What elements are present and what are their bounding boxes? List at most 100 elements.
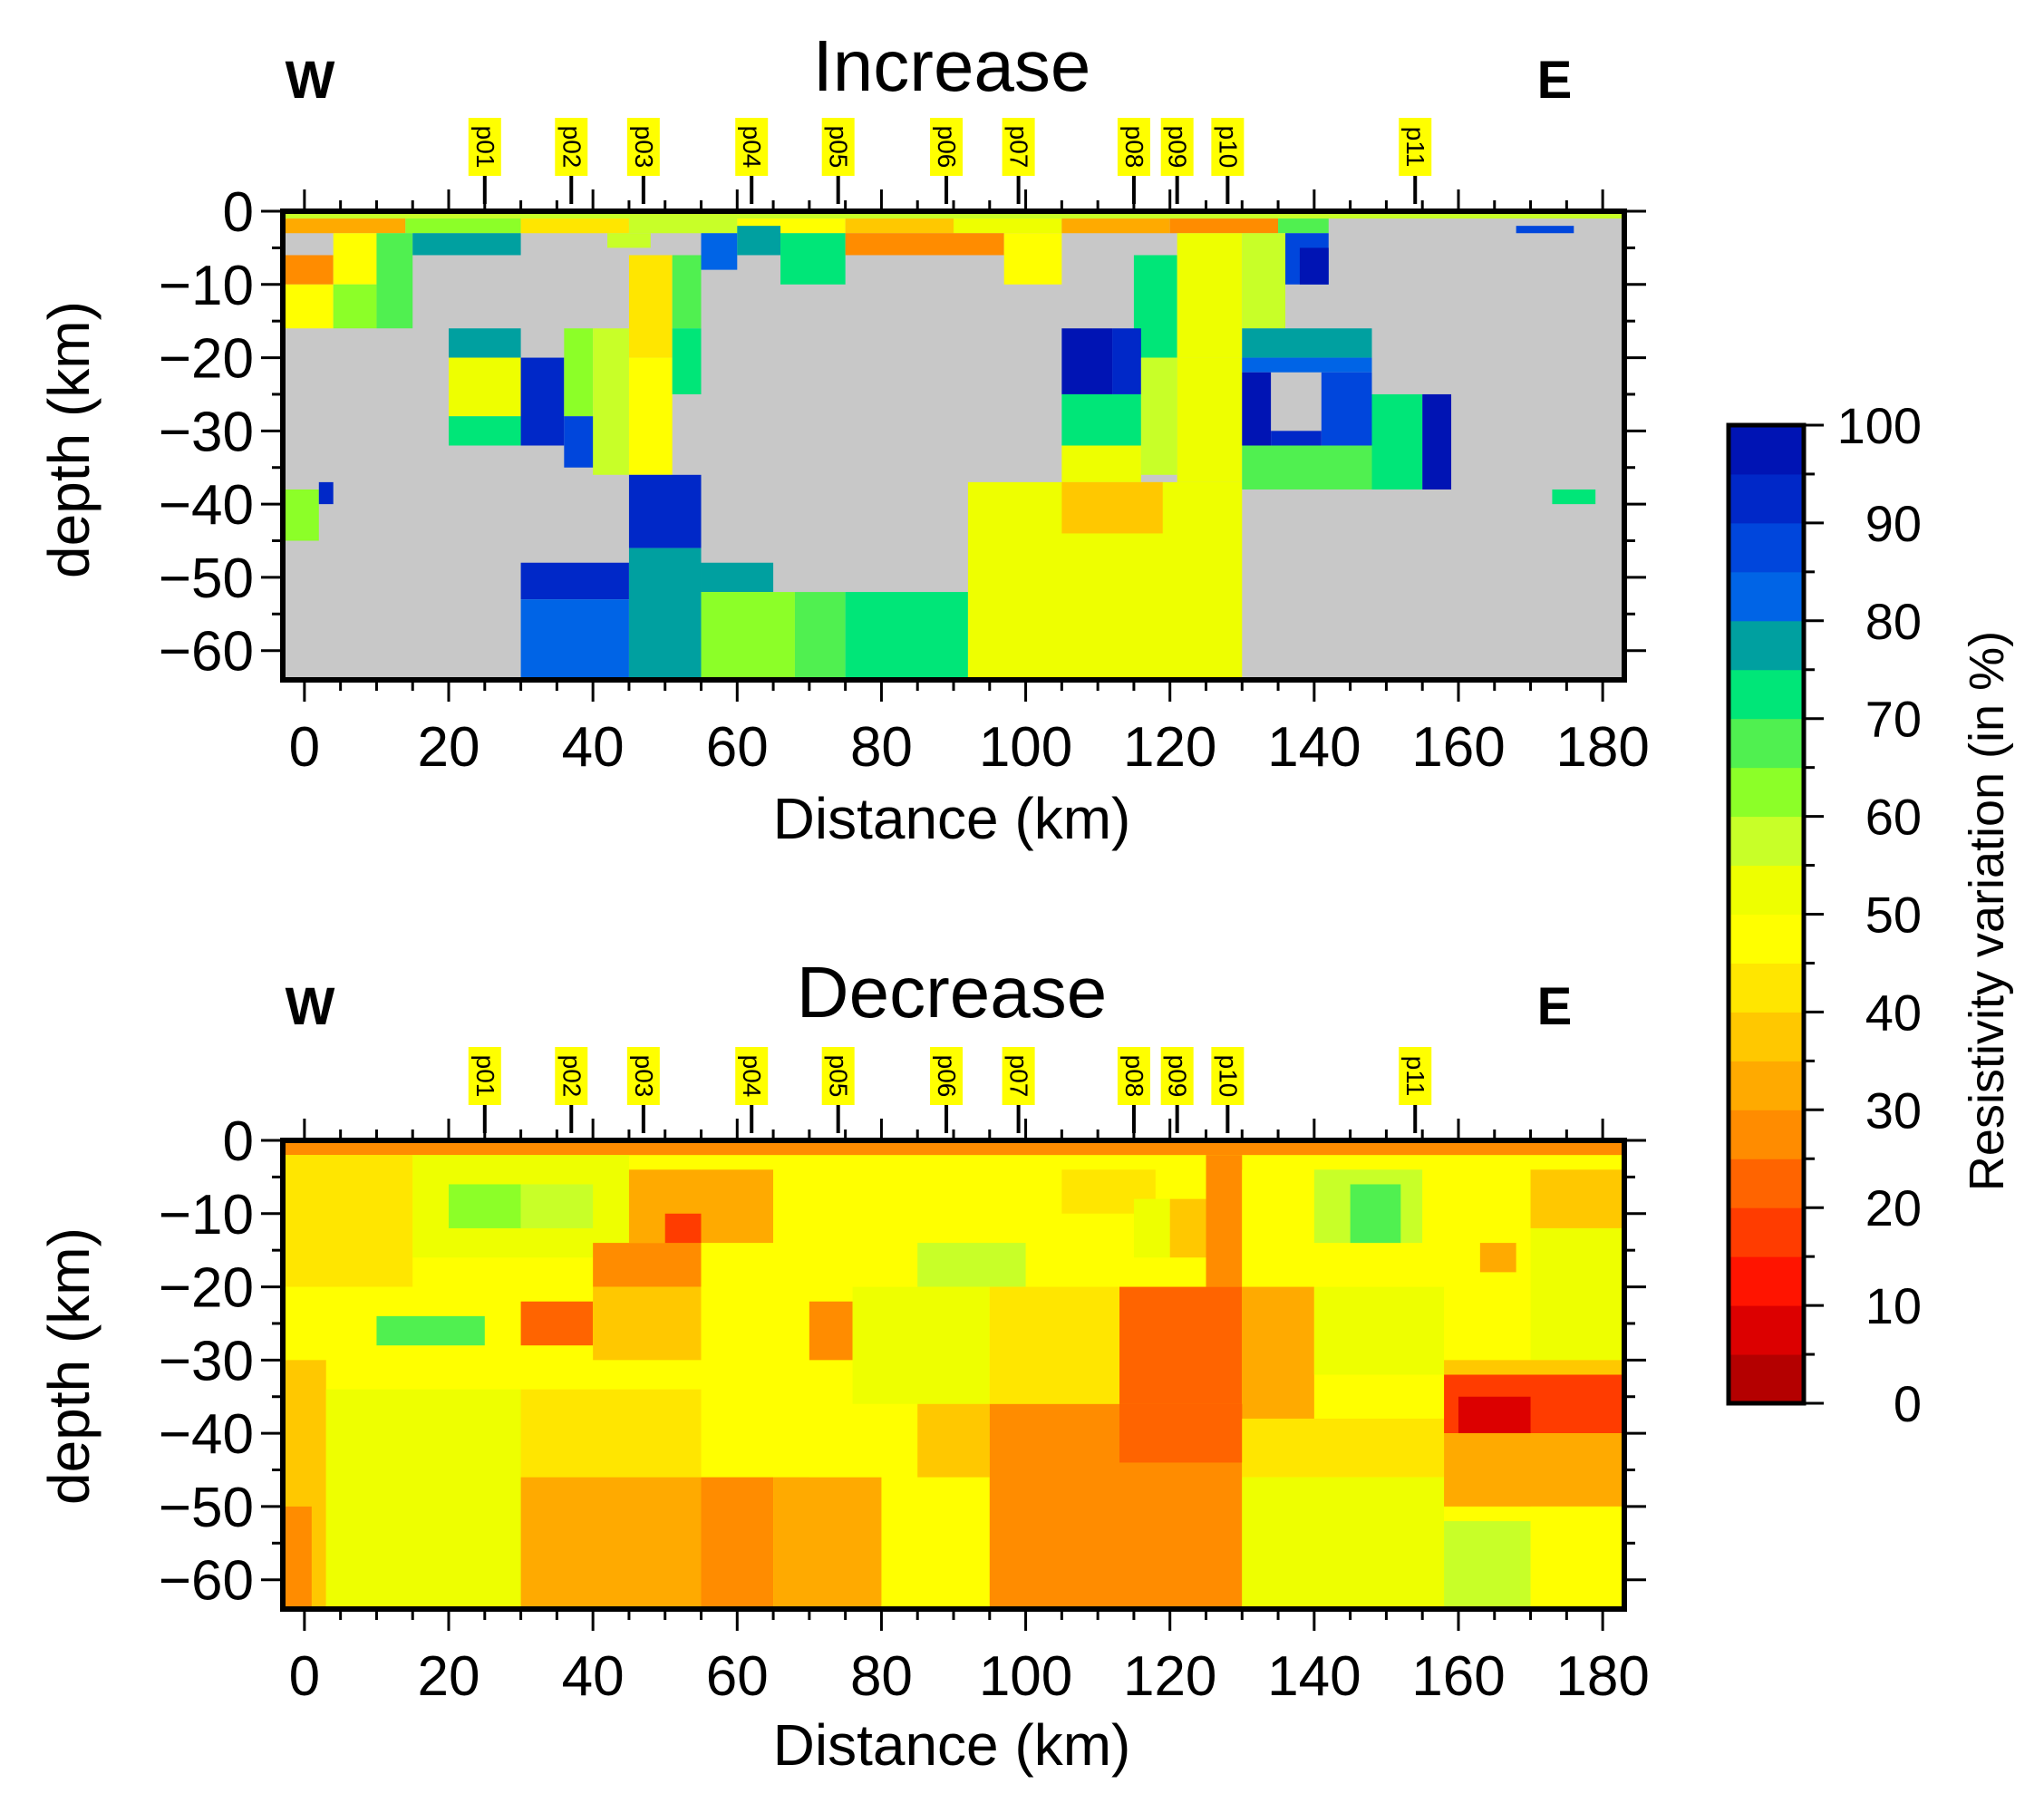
profile-label-box (1002, 118, 1035, 176)
profile-label: p09 (1164, 126, 1192, 169)
profile-label-box (1117, 1047, 1150, 1105)
heatmap-cell (1169, 218, 1279, 234)
x-tick-label: 20 (418, 1645, 480, 1708)
heatmap-cell (520, 1184, 594, 1228)
heatmap-cell (318, 481, 334, 505)
x-tick-label: 120 (1123, 716, 1216, 779)
heatmap-cell (283, 255, 334, 285)
profile-label-box (1117, 118, 1150, 176)
heatmap-cell (520, 1389, 702, 1478)
profile-label-box (930, 118, 964, 176)
heatmap-cell (989, 1286, 1120, 1404)
heatmap-cell (852, 1286, 990, 1404)
colorbar-segment (1729, 1256, 1804, 1306)
profile-label-box (1002, 1047, 1035, 1105)
heatmap-cell (376, 233, 413, 329)
heatmap-cell (1119, 1286, 1243, 1419)
heatmap-cell (1242, 1286, 1314, 1419)
profile-label-box (555, 118, 588, 176)
colorbar-segment (1729, 718, 1804, 769)
colorbar-segment (1729, 963, 1804, 1013)
heatmap-cell (1242, 1169, 1314, 1287)
x-tick-label: 140 (1267, 716, 1361, 779)
profile-label-box (821, 1047, 855, 1105)
profile-marker-p11: p11 (1399, 1047, 1432, 1133)
heatmap-cell (1177, 357, 1243, 482)
heatmap-cell (628, 548, 702, 680)
profile-marker-p03: p03 (626, 1047, 660, 1133)
profile-label: p09 (1164, 1055, 1192, 1098)
profile-label-box (930, 1047, 964, 1105)
y-axis-label: depth (km) (36, 301, 102, 578)
profile-label-box (1211, 1047, 1245, 1105)
heatmap-cell (1177, 233, 1243, 358)
heatmap-cell (283, 1155, 413, 1287)
heatmap-cell (628, 255, 673, 358)
x-tick-label: 180 (1555, 1645, 1649, 1708)
y-tick-label: −30 (159, 401, 254, 463)
x-axis-label: Distance (km) (773, 786, 1131, 851)
profile-marker-p10: p10 (1211, 1047, 1245, 1133)
profile-marker-p07: p07 (1002, 1047, 1035, 1133)
heatmap-cell (283, 218, 406, 234)
heatmap-cell (593, 1243, 702, 1287)
colorbar-tick-label: 60 (1865, 789, 1922, 846)
profile-label: p02 (557, 1055, 586, 1098)
west-label: W (286, 977, 335, 1036)
heatmap-cell (917, 1403, 990, 1478)
heatmap-cell (672, 328, 702, 394)
x-tick-label: 60 (706, 1645, 769, 1708)
profile-label-box (1399, 118, 1432, 176)
heatmap-cell (564, 328, 594, 417)
heatmap-cell (1278, 218, 1329, 234)
x-tick-label: 100 (979, 716, 1072, 779)
profile-label-box (735, 1047, 769, 1105)
heatmap-cell (376, 1315, 485, 1346)
x-tick-label: 180 (1555, 716, 1649, 779)
profile-label: p08 (1120, 1055, 1148, 1098)
heatmap-cell (1119, 1403, 1243, 1463)
profile-marker-p01: p01 (468, 1047, 501, 1133)
profile-marker-p09: p09 (1160, 118, 1194, 204)
profile-label: p04 (738, 126, 766, 169)
heatmap-cell (520, 357, 565, 446)
profile-label-box (1211, 118, 1245, 176)
heatmap-cell (917, 1243, 1026, 1287)
heatmap-cell (520, 1477, 702, 1609)
heatmap-cell (1516, 226, 1574, 234)
profile-label: p04 (738, 1055, 766, 1098)
colorbar-tick-label: 80 (1865, 593, 1922, 650)
heatmap-area (280, 1138, 1627, 1612)
heatmap-cell (1530, 1227, 1624, 1361)
heatmap-cell (1444, 1360, 1624, 1375)
colorbar-segment (1729, 425, 1804, 475)
heatmap-cell (794, 592, 846, 680)
y-tick-label: 0 (223, 181, 254, 244)
heatmap-cell (333, 233, 377, 285)
profile-marker-p02: p02 (555, 1047, 588, 1133)
y-tick-label: −20 (159, 328, 254, 391)
colorbar-tick-label: 10 (1865, 1277, 1922, 1334)
heatmap-cell (1271, 431, 1322, 446)
profile-label: p08 (1120, 126, 1148, 169)
profile-label-box (626, 118, 660, 176)
heatmap-cell (1444, 1521, 1531, 1609)
heatmap-cell (520, 218, 629, 234)
y-tick-label: −10 (159, 255, 254, 317)
profile-marker-p04: p04 (735, 118, 769, 204)
heatmap-cell (1350, 1184, 1401, 1244)
profile-marker-p05: p05 (821, 118, 855, 204)
profile-label: p02 (557, 126, 586, 169)
heatmap-cell (1112, 328, 1141, 394)
x-tick-label: 160 (1411, 716, 1505, 779)
heatmap-cell (1552, 489, 1596, 505)
profile-marker-p01: p01 (468, 118, 501, 204)
heatmap-cell (701, 1286, 809, 1419)
x-tick-label: 140 (1267, 1645, 1361, 1708)
profile-label: p06 (933, 126, 961, 169)
east-label: E (1537, 51, 1573, 110)
colorbar-tick-label: 20 (1865, 1179, 1922, 1236)
y-tick-label: 0 (223, 1110, 254, 1173)
heatmap-cell (701, 562, 774, 593)
x-tick-label: 20 (418, 716, 480, 779)
